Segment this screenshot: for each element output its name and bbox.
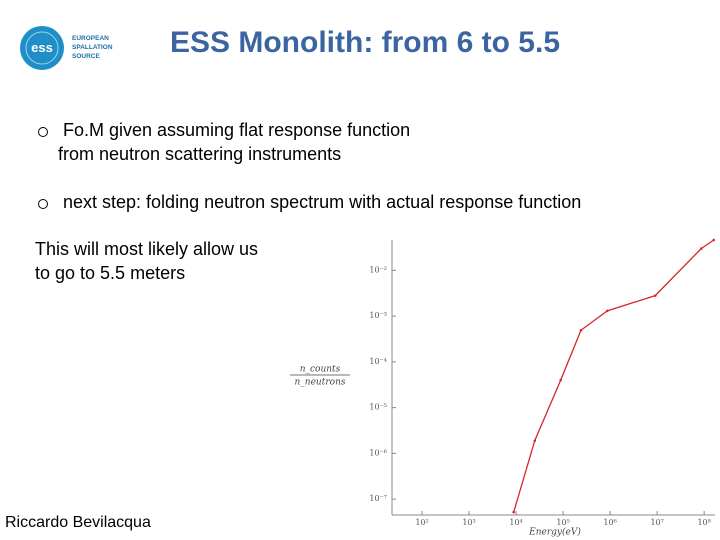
- note-text: to go to 5.5 meters: [35, 263, 186, 283]
- bullet-text: next step: folding neutron spectrum with…: [63, 192, 582, 212]
- y-tick-label: 10⁻⁷: [369, 494, 387, 503]
- author: Riccardo Bevilacqua: [5, 514, 151, 531]
- data-point: [579, 328, 583, 332]
- bullet-text: Fo.M given assuming flat response functi…: [63, 120, 411, 140]
- data-point: [712, 238, 716, 242]
- bullet-text: from neutron scattering instruments: [58, 144, 342, 164]
- logo-ring: [25, 31, 59, 65]
- y-tick-label: 10⁻³: [369, 311, 387, 320]
- data-point: [559, 378, 563, 382]
- y-axis-label: n_counts: [300, 365, 341, 375]
- logo: ess EUROPEAN SPALLATION SOURCE: [20, 26, 113, 70]
- logo-text: SPALLATION: [72, 44, 113, 51]
- bullet-marker: [38, 199, 48, 209]
- data-point: [533, 439, 537, 442]
- logo-mark: ess: [31, 40, 53, 55]
- x-tick-label: 10⁸: [697, 518, 710, 527]
- slide-title: ESS Monolith: from 6 to 5.5: [170, 26, 561, 59]
- note-text: This will most likely allow us: [35, 239, 259, 259]
- logo-text: EUROPEAN: [72, 35, 109, 42]
- logo-text: SOURCE: [72, 53, 100, 60]
- data-point: [512, 510, 515, 514]
- data-point: [653, 294, 657, 297]
- y-tick-label: 10⁻²: [369, 265, 387, 274]
- y-tick-label: 10⁻⁵: [369, 403, 387, 412]
- x-tick-label: 10⁷: [650, 518, 663, 527]
- x-tick-label: 10²: [415, 518, 428, 527]
- data-point: [605, 309, 609, 313]
- y-tick-label: 10⁻⁶: [369, 448, 387, 457]
- x-axis-label: Energy(eV): [528, 527, 581, 538]
- bullet-marker: [38, 127, 48, 137]
- data-line: [513, 239, 715, 513]
- x-tick-label: 10³: [462, 518, 475, 527]
- x-tick-label: 10⁶: [603, 518, 616, 527]
- x-tick-label: 10⁵: [556, 518, 569, 527]
- x-tick-label: 10⁴: [509, 518, 522, 527]
- data-point: [700, 247, 703, 250]
- y-tick-label: 10⁻⁴: [369, 357, 387, 366]
- y-axis-label: n_neutrons: [295, 378, 346, 388]
